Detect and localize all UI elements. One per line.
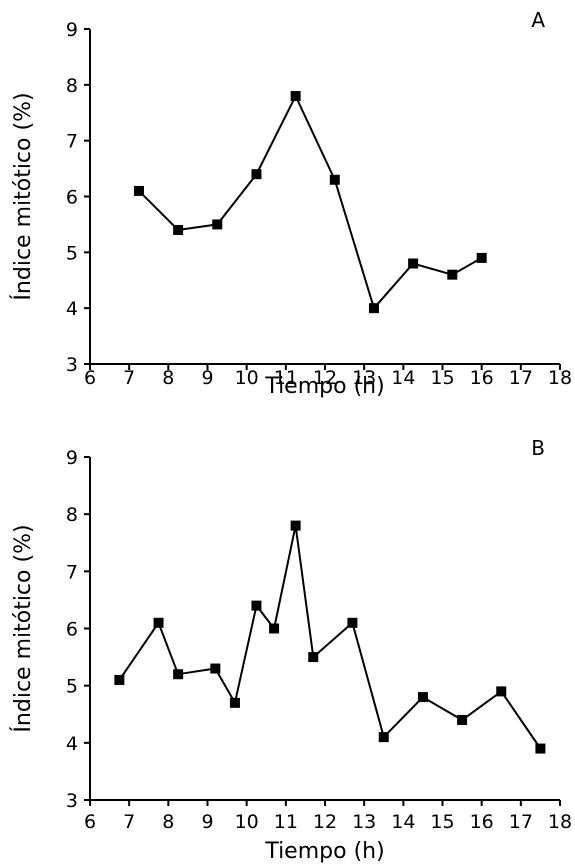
data-point (378, 732, 389, 743)
chart-panel-a: 6 7 8 9 10 11 12 13 14 15 16 17 18 3 4 5 6 7 8 9 Tiempo (h) Í… (10, 8, 572, 399)
x-tick-label: 13 (352, 811, 376, 833)
y-tick-label: 8 (66, 504, 78, 526)
x-tick-label: 15 (430, 811, 454, 833)
x-tick-label: 7 (123, 367, 135, 389)
x-tick-label: 14 (391, 367, 415, 389)
data-point (408, 258, 419, 269)
x-tick-label: 6 (84, 811, 96, 833)
data-point (347, 617, 358, 628)
data-point (210, 663, 221, 674)
data-point (329, 174, 340, 185)
data-point (173, 225, 184, 235)
x-tick-label: 13 (352, 367, 376, 389)
x-tick-label: 7 (123, 811, 135, 833)
x-tick-label: 14 (391, 811, 415, 833)
x-tick-label: 16 (470, 367, 494, 389)
y-tick-label: 6 (66, 619, 78, 641)
panel-label: A (531, 8, 545, 32)
x-tick-label: 8 (162, 811, 174, 833)
x-tick-label: 18 (548, 367, 572, 389)
panel-label: B (531, 436, 545, 460)
y-tick-label: 6 (66, 187, 78, 209)
y-tick-label: 9 (66, 447, 78, 469)
series-line (138, 93, 483, 311)
x-axis-label: Tiempo (h) (264, 374, 384, 399)
x-tick-label: 10 (235, 811, 259, 833)
data-point (457, 714, 468, 725)
x-tick-label: 11 (274, 367, 298, 389)
x-tick-label: 9 (201, 811, 213, 833)
data-point (447, 269, 458, 280)
data-point (290, 91, 301, 101)
x-axis-label: Tiempo (h) (264, 839, 384, 864)
data-point (476, 252, 487, 263)
x-tick-label: 9 (201, 367, 213, 389)
x-tick-label: 18 (548, 811, 572, 833)
data-point (269, 623, 280, 634)
x-tick-label: 15 (430, 367, 454, 389)
x-tick-label: 12 (313, 811, 337, 833)
data-point (368, 303, 379, 314)
data-point (251, 169, 262, 180)
x-tick-label: 8 (162, 367, 174, 389)
y-tick-label: 8 (66, 75, 78, 97)
x-tick-label: 17 (509, 811, 533, 833)
data-point (229, 697, 240, 708)
y-tick-label: 3 (66, 354, 78, 376)
data-point (496, 686, 507, 697)
y-tick-label: 7 (66, 131, 78, 153)
x-tick-label: 16 (470, 811, 494, 833)
chart-panel-b: 6 7 8 9 10 11 12 13 14 15 16 17 18 3 4 5 6 7 8 9 Tiempo (h) Í… (10, 436, 572, 864)
x-tick-label: 17 (509, 367, 533, 389)
series-line (118, 525, 542, 750)
y-tick-label: 7 (66, 561, 78, 583)
y-axis-label: Índice mitótico (%) (10, 524, 36, 732)
y-tick-label: 5 (66, 676, 78, 698)
x-tick-label: 6 (84, 367, 96, 389)
x-tick-label: 11 (274, 811, 298, 833)
data-point (114, 674, 125, 685)
y-tick-label: 9 (66, 19, 78, 41)
y-tick-label: 5 (66, 242, 78, 264)
data-point (212, 219, 223, 230)
y-tick-label: 3 (66, 790, 78, 812)
x-tick-label: 10 (235, 367, 259, 389)
data-point (535, 743, 546, 754)
y-tick-label: 4 (66, 298, 78, 320)
y-tick-label: 4 (66, 733, 78, 755)
data-point (290, 520, 301, 531)
data-point (308, 652, 319, 663)
data-point (417, 692, 428, 703)
data-point (251, 600, 262, 611)
y-axis-label: Índice mitótico (%) (10, 92, 36, 300)
data-point (133, 185, 144, 196)
data-point (153, 617, 164, 628)
x-tick-label: 12 (313, 367, 337, 389)
data-point (173, 669, 184, 680)
